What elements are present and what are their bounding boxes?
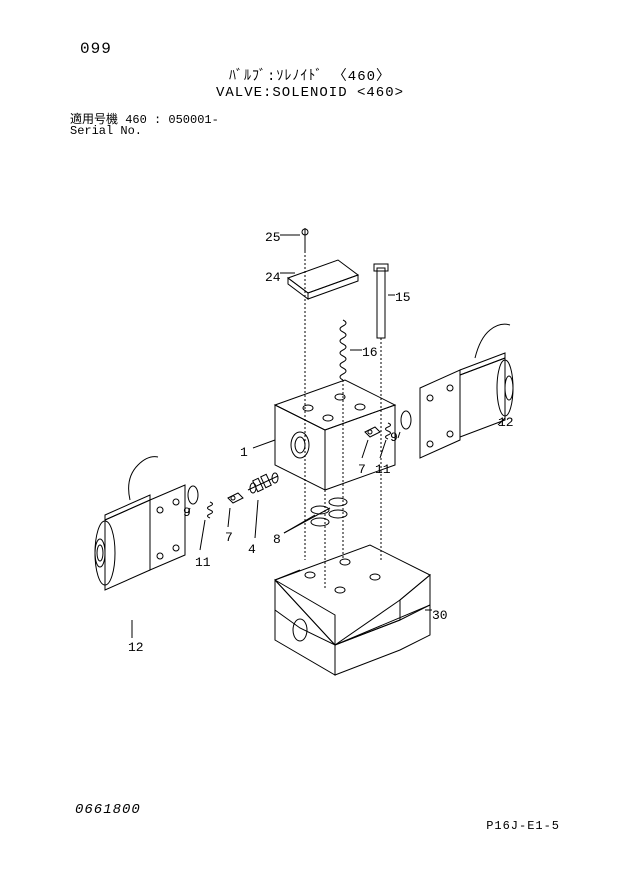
drawing-number: 0661800 [75,802,141,818]
part-12-solenoid-left [95,457,185,638]
callout-9: 9 [183,505,191,520]
callout-7: 7 [358,462,366,477]
doc-code: P16J-E1-5 [486,819,560,833]
exploded-diagram [0,0,620,873]
callout-1: 1 [240,445,248,460]
part-11-left [200,502,213,550]
callout-9: 9 [390,430,398,445]
part-7-left [228,493,243,527]
part-15-bolt [374,264,395,560]
callout-12: 12 [128,640,144,655]
callout-25: 25 [265,230,281,245]
callout-30: 30 [432,608,448,623]
callout-12: 12 [498,415,514,430]
callout-4: 4 [248,542,256,557]
callout-8: 8 [273,532,281,547]
part-25-screw [280,228,308,252]
part-7-right [365,427,380,437]
callout-11: 11 [375,462,391,477]
callout-15: 15 [395,290,411,305]
part-16-spring [340,320,362,560]
callout-7: 7 [225,530,233,545]
diagram-svg [0,0,620,873]
part-24-plate [280,260,358,299]
part-12-solenoid-right [420,324,513,458]
part-8-orings [284,498,347,533]
part-30-base [275,545,432,675]
part-9-right [398,411,411,438]
callout-24: 24 [265,270,281,285]
callout-11: 11 [195,555,211,570]
part-4-spool [248,473,278,538]
callout-16: 16 [362,345,378,360]
